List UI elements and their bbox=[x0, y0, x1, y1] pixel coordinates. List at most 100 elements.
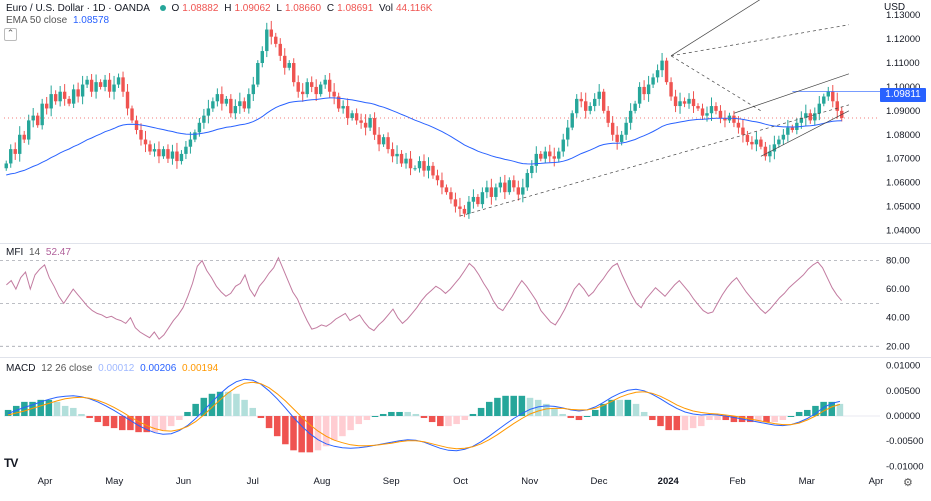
channel-bottom-solid-line[interactable] bbox=[760, 110, 850, 157]
candle-body bbox=[345, 106, 350, 119]
macd-histogram-bar bbox=[698, 416, 705, 427]
macd-histogram-bar bbox=[534, 399, 542, 416]
time-axis-label: Aug bbox=[314, 476, 331, 487]
price-axis-tick-label: 1.11000 bbox=[886, 58, 920, 69]
macd-line[interactable] bbox=[7, 378, 841, 452]
candle-body bbox=[754, 139, 759, 145]
price-axis-tick-label: 1.09000 bbox=[886, 106, 920, 117]
time-axis-label: Dec bbox=[591, 476, 608, 487]
macd-axis-tick-label: 0.00500 bbox=[886, 386, 920, 397]
candle-body bbox=[161, 149, 166, 157]
candle-body bbox=[714, 106, 718, 111]
macd-histogram-bar bbox=[543, 403, 550, 416]
candle-body bbox=[494, 187, 498, 197]
macd-histogram-bar bbox=[282, 416, 289, 445]
channel-middle-solid-line[interactable] bbox=[733, 73, 850, 114]
candle-body bbox=[687, 98, 691, 104]
macd-histogram-bar bbox=[616, 399, 623, 416]
candle-body bbox=[301, 91, 305, 95]
candle-body bbox=[471, 196, 476, 202]
candle-body bbox=[229, 98, 233, 114]
macd-histogram-bar bbox=[714, 416, 721, 421]
macd-signal-line[interactable] bbox=[7, 381, 841, 450]
candle-body bbox=[579, 98, 583, 102]
candle-body bbox=[184, 146, 188, 154]
candle-body bbox=[498, 182, 503, 188]
macd-legend[interactable]: MACD 12 26 close 0.00012 0.00206 0.00194 bbox=[6, 363, 221, 374]
macd-histogram-bar bbox=[706, 416, 713, 421]
candle-body bbox=[521, 187, 525, 195]
candle-body bbox=[80, 84, 85, 97]
macd-histogram-bar bbox=[518, 395, 526, 416]
time-axis-label: Nov bbox=[521, 476, 538, 487]
candle-body bbox=[62, 91, 67, 99]
candle-body bbox=[813, 113, 817, 121]
candle-body bbox=[503, 182, 507, 193]
candle-body bbox=[242, 101, 247, 109]
candle-body bbox=[390, 149, 395, 157]
candle-body bbox=[170, 151, 175, 159]
mfi-legend[interactable]: MFI 14 52.47 bbox=[6, 247, 74, 258]
macd-histogram-bar bbox=[70, 407, 77, 416]
candle-body bbox=[408, 158, 413, 169]
candle-body bbox=[660, 60, 664, 71]
channel-upper-line[interactable] bbox=[670, 0, 849, 57]
tradingview-logo[interactable]: TV bbox=[4, 456, 18, 470]
ema-legend[interactable]: EMA 50 close 1.08578 bbox=[6, 15, 112, 26]
candle-body bbox=[332, 91, 336, 97]
candle-body bbox=[781, 134, 786, 140]
candle-body bbox=[548, 151, 552, 157]
candle-body bbox=[768, 151, 772, 157]
gear-icon[interactable]: ⚙ bbox=[903, 477, 913, 489]
macd-histogram-bar bbox=[494, 397, 501, 416]
macd-histogram-bar bbox=[820, 401, 827, 416]
macd-histogram-bar bbox=[526, 397, 534, 416]
macd-histogram-bar bbox=[37, 399, 44, 416]
mfi-line[interactable] bbox=[6, 256, 842, 340]
low-label: L bbox=[276, 3, 282, 14]
macd-histogram-bar bbox=[787, 416, 795, 417]
candle-body bbox=[615, 134, 619, 142]
candle-body bbox=[341, 106, 345, 109]
candle-body bbox=[13, 149, 17, 154]
candle-body bbox=[772, 144, 777, 152]
macd-histogram-bar bbox=[583, 416, 591, 417]
macd-histogram-bar bbox=[388, 411, 395, 416]
candle-body bbox=[314, 86, 318, 95]
candle-body bbox=[476, 196, 480, 205]
macd-histogram-bar bbox=[673, 416, 681, 431]
time-axis-label: Apr bbox=[38, 476, 53, 487]
candle-body bbox=[566, 127, 570, 140]
channel-lower-line[interactable] bbox=[459, 104, 850, 217]
candle-body bbox=[817, 103, 822, 114]
channel-mid-line[interactable] bbox=[670, 24, 850, 57]
candle-body bbox=[435, 175, 440, 181]
candle-body bbox=[646, 84, 651, 95]
macd-histogram-bar bbox=[763, 416, 770, 423]
candle-body bbox=[718, 110, 723, 119]
ema-line[interactable] bbox=[6, 97, 842, 176]
ema-label: EMA 50 close bbox=[6, 15, 68, 26]
macd-histogram-bar bbox=[771, 416, 778, 423]
macd-histogram-bar bbox=[29, 401, 36, 416]
macd-histogram-bar bbox=[779, 416, 787, 421]
price-label: 1.09811 bbox=[880, 88, 926, 102]
candle-body bbox=[606, 110, 610, 123]
open-label: O bbox=[171, 3, 180, 14]
market-status-dot-icon bbox=[159, 4, 166, 11]
candle-body bbox=[444, 187, 449, 193]
candle-body bbox=[287, 63, 291, 68]
macd-histogram-bar bbox=[167, 416, 175, 427]
currency-label[interactable]: USD bbox=[884, 2, 906, 13]
candle-body bbox=[224, 98, 229, 104]
macd-histogram-bar bbox=[412, 413, 420, 416]
macd-histogram-bar bbox=[396, 411, 403, 416]
macd-axis-tick-label: -0.00500 bbox=[886, 436, 924, 447]
macd-histogram-bar bbox=[600, 403, 607, 416]
candle-body bbox=[206, 108, 211, 116]
chevron-up-icon[interactable]: ⌃ bbox=[4, 28, 17, 41]
symbol-label[interactable]: Euro / U.S. Dollar · 1D · OANDA bbox=[6, 3, 150, 14]
